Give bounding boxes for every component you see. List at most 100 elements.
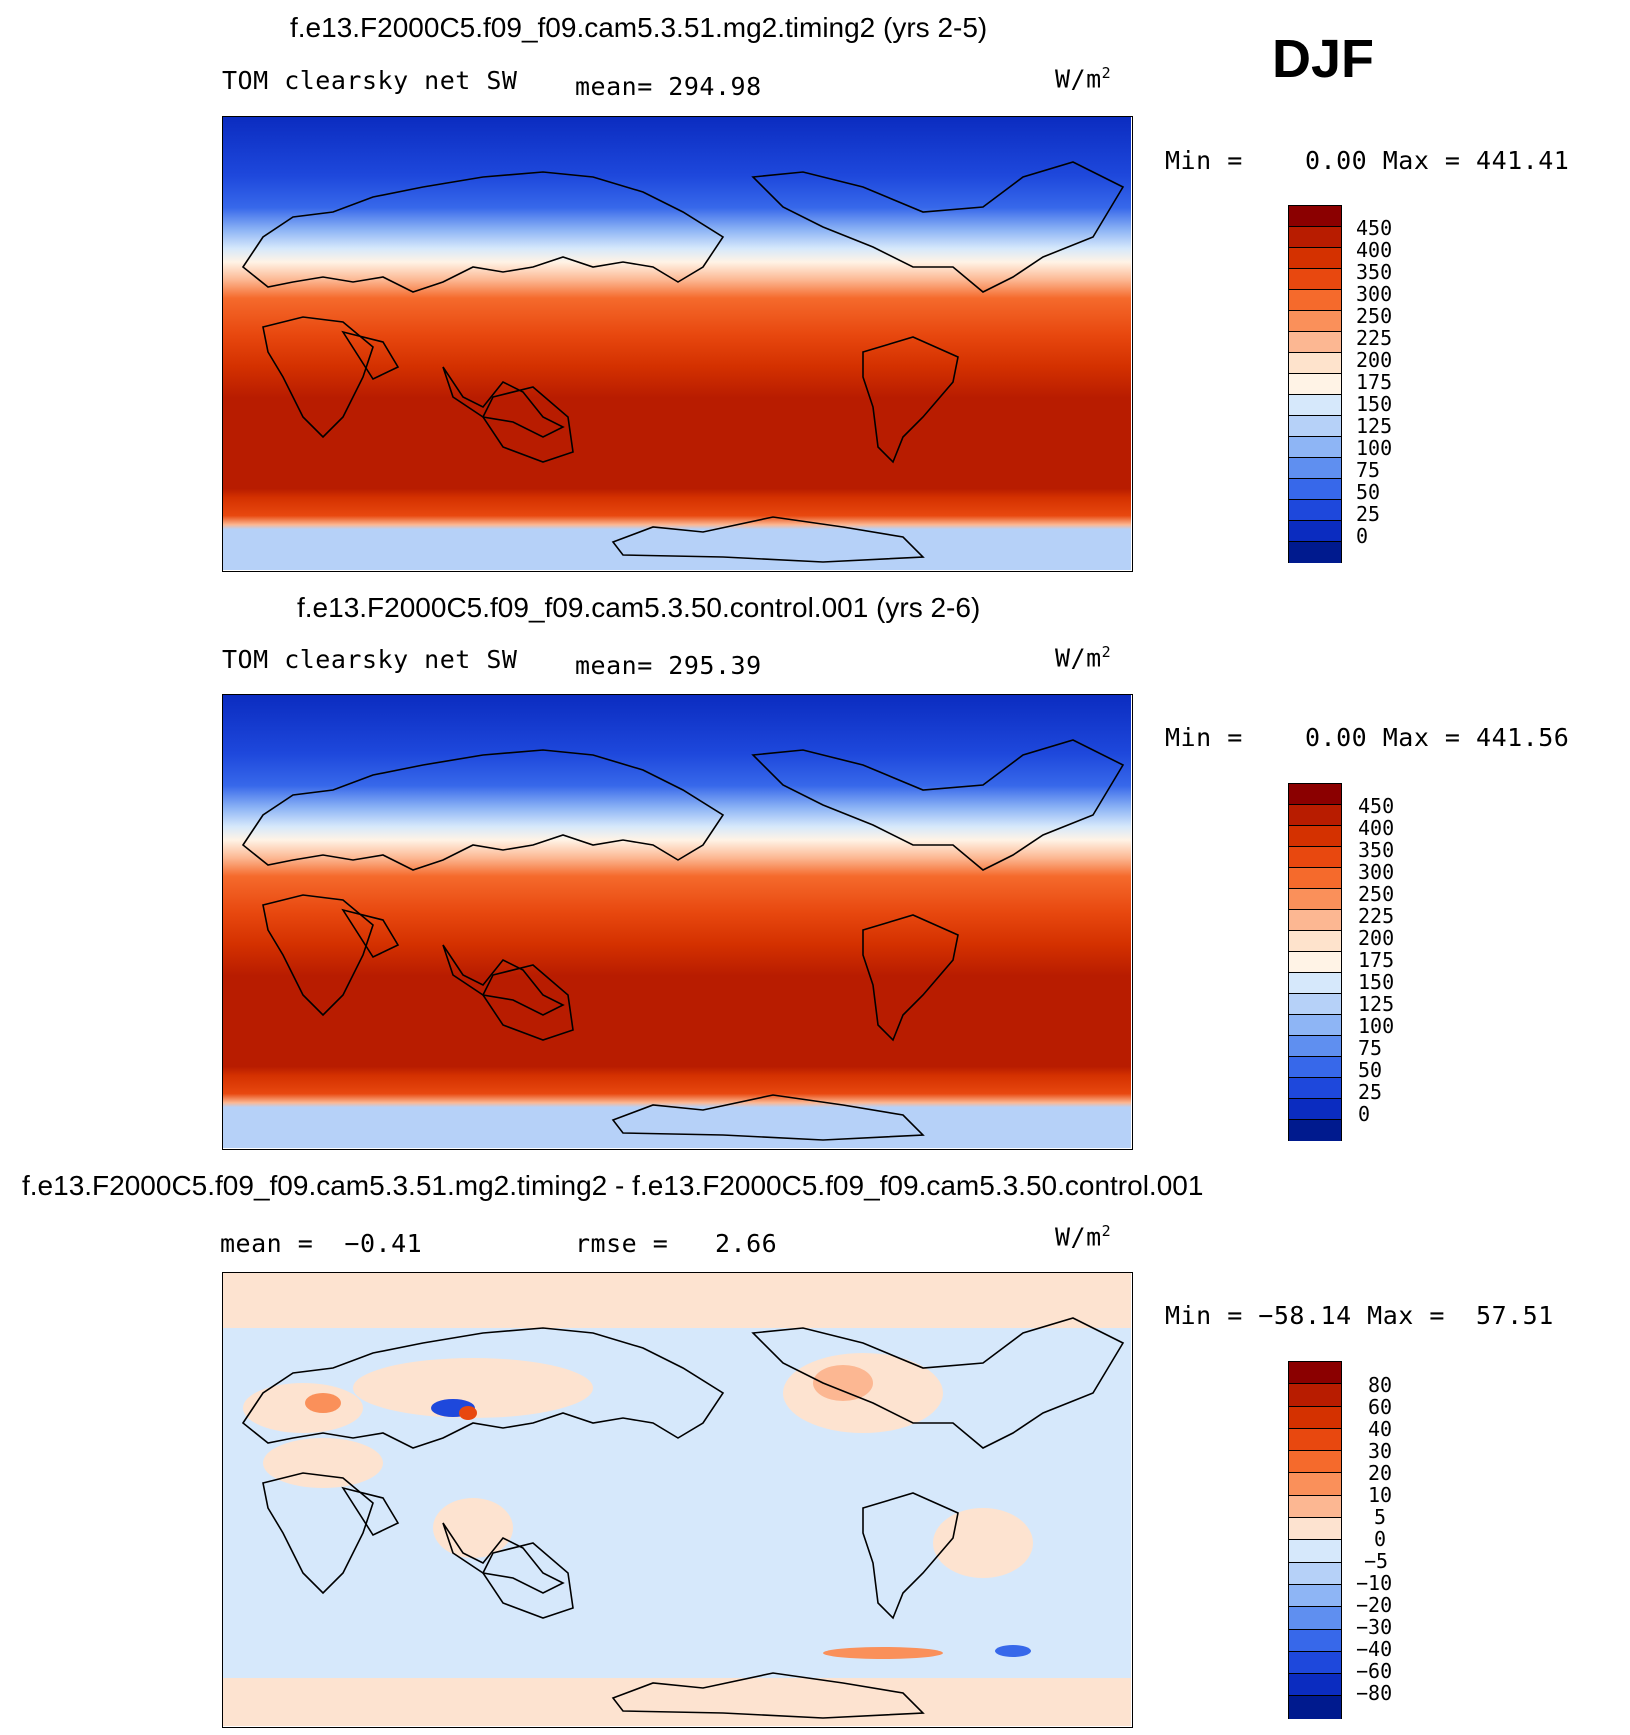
colorbar-tick-label: −80 bbox=[1356, 1681, 1393, 1705]
colorbar-swatch bbox=[1289, 1651, 1341, 1675]
colorbar-tick-label: −10 bbox=[1356, 1571, 1393, 1595]
colorbar-tick-label: 450 bbox=[1356, 216, 1393, 240]
panel2-units-label: W/m2 bbox=[1055, 643, 1112, 673]
colorbar-tick-label: 225 bbox=[1358, 904, 1395, 928]
panel2-colorbar bbox=[1288, 783, 1342, 1141]
colorbar-swatch bbox=[1289, 910, 1341, 931]
colorbar-tick-label: 75 bbox=[1358, 1036, 1383, 1060]
panel1-map-svg bbox=[223, 117, 1131, 570]
colorbar-swatch bbox=[1289, 994, 1341, 1015]
panel3-map bbox=[222, 1272, 1133, 1728]
panel1-variable-label: TOM clearsky net SW bbox=[222, 66, 518, 95]
colorbar-swatch bbox=[1289, 784, 1341, 805]
colorbar-tick-label: 350 bbox=[1356, 260, 1393, 284]
colorbar-swatch bbox=[1289, 500, 1341, 521]
panel1-coastlines bbox=[241, 161, 1125, 563]
colorbar-tick-label: 80 bbox=[1368, 1373, 1393, 1397]
panel1-title: f.e13.F2000C5.f09_f09.cam5.3.51.mg2.timi… bbox=[290, 12, 988, 43]
colorbar-tick-label: 10 bbox=[1368, 1483, 1393, 1507]
colorbar-swatch bbox=[1289, 973, 1341, 994]
panel3-colorbar-ticks: 80 60 40 30 20 10 5 0 −5 −10 −20 −30 −40… bbox=[1356, 1373, 1446, 1713]
panel2-map bbox=[222, 694, 1133, 1150]
colorbar-tick-label: 150 bbox=[1356, 392, 1393, 416]
colorbar-tick-label: 0 bbox=[1356, 524, 1369, 548]
colorbar-tick-label: 175 bbox=[1356, 370, 1393, 394]
colorbar-swatch bbox=[1289, 332, 1341, 353]
colorbar-swatch bbox=[1289, 395, 1341, 416]
panel1-mean-label: mean= 294.98 bbox=[575, 72, 762, 101]
colorbar-tick-label: 300 bbox=[1356, 282, 1393, 306]
colorbar-tick-label: 100 bbox=[1356, 436, 1393, 460]
colorbar-swatch bbox=[1289, 353, 1341, 374]
colorbar-tick-label: 0 bbox=[1358, 1102, 1371, 1126]
colorbar-tick-label: 125 bbox=[1356, 414, 1393, 438]
colorbar-tick-label: 400 bbox=[1358, 816, 1395, 840]
panel2-coastlines bbox=[241, 739, 1125, 1141]
colorbar-tick-label: 50 bbox=[1358, 1058, 1383, 1082]
colorbar-swatch bbox=[1289, 248, 1341, 269]
colorbar-tick-label: 175 bbox=[1358, 948, 1395, 972]
panel3-rmse-label: rmse = 2.66 bbox=[575, 1229, 778, 1258]
panel2-title: f.e13.F2000C5.f09_f09.cam5.3.50.control.… bbox=[297, 592, 981, 623]
colorbar-tick-label: 50 bbox=[1356, 480, 1381, 504]
colorbar-swatch bbox=[1289, 1629, 1341, 1652]
colorbar-swatch bbox=[1289, 290, 1341, 311]
colorbar-swatch bbox=[1289, 416, 1341, 437]
colorbar-swatch bbox=[1289, 1540, 1341, 1563]
colorbar-swatch bbox=[1289, 1518, 1341, 1541]
colorbar-swatch bbox=[1289, 521, 1341, 542]
colorbar-swatch bbox=[1289, 479, 1341, 500]
colorbar-tick-label: 25 bbox=[1358, 1080, 1383, 1104]
colorbar-swatch bbox=[1289, 1406, 1341, 1429]
colorbar-tick-label: 30 bbox=[1368, 1439, 1393, 1463]
colorbar-tick-label: 250 bbox=[1358, 882, 1395, 906]
colorbar-tick-label: 200 bbox=[1358, 926, 1395, 950]
colorbar-tick-label: 100 bbox=[1358, 1014, 1395, 1038]
panel2-colorbar-ticks: 450 400 350 300 250 225 200 175 150 125 … bbox=[1358, 794, 1438, 1134]
colorbar-swatch bbox=[1289, 1057, 1341, 1078]
colorbar-swatch bbox=[1289, 1078, 1341, 1099]
colorbar-tick-label: 300 bbox=[1358, 860, 1395, 884]
colorbar-swatch bbox=[1289, 437, 1341, 458]
colorbar-tick-label: 75 bbox=[1356, 458, 1381, 482]
colorbar-swatch bbox=[1289, 269, 1341, 290]
colorbar-swatch bbox=[1289, 868, 1341, 889]
colorbar-swatch bbox=[1289, 1696, 1341, 1719]
panel2-mean-label: mean= 295.39 bbox=[575, 651, 762, 680]
colorbar-tick-label: 450 bbox=[1358, 794, 1395, 818]
panel2-minmax-label: Min = 0.00 Max = 441.56 bbox=[1165, 723, 1570, 752]
colorbar-swatch bbox=[1289, 931, 1341, 952]
colorbar-tick-label: 0 bbox=[1374, 1527, 1387, 1551]
colorbar-swatch bbox=[1289, 889, 1341, 910]
colorbar-swatch bbox=[1289, 1099, 1341, 1120]
colorbar-swatch bbox=[1289, 1015, 1341, 1036]
panel1-map bbox=[222, 116, 1133, 572]
colorbar-swatch bbox=[1289, 311, 1341, 332]
colorbar-tick-label: 150 bbox=[1358, 970, 1395, 994]
colorbar-tick-label: 25 bbox=[1356, 502, 1381, 526]
colorbar-tick-label: 20 bbox=[1368, 1461, 1393, 1485]
panel3-units-label: W/m2 bbox=[1055, 1222, 1112, 1252]
colorbar-swatch bbox=[1289, 1120, 1341, 1141]
colorbar-tick-label: −5 bbox=[1364, 1549, 1389, 1573]
colorbar-swatch bbox=[1289, 374, 1341, 395]
colorbar-tick-label: −40 bbox=[1356, 1637, 1393, 1661]
colorbar-swatch bbox=[1289, 1473, 1341, 1496]
panel2-variable-label: TOM clearsky net SW bbox=[222, 645, 518, 674]
colorbar-swatch bbox=[1289, 458, 1341, 479]
colorbar-swatch bbox=[1289, 1451, 1341, 1474]
colorbar-tick-label: 125 bbox=[1358, 992, 1395, 1016]
panel3-coastlines bbox=[241, 1317, 1125, 1719]
panel3-colorbar bbox=[1288, 1361, 1342, 1719]
colorbar-tick-label: 225 bbox=[1356, 326, 1393, 350]
colorbar-swatch bbox=[1289, 227, 1341, 248]
panel3-title: f.e13.F2000C5.f09_f09.cam5.3.51.mg2.timi… bbox=[22, 1170, 1204, 1201]
colorbar-tick-label: −60 bbox=[1356, 1659, 1393, 1683]
colorbar-swatch bbox=[1289, 1495, 1341, 1519]
colorbar-tick-label: 40 bbox=[1368, 1417, 1393, 1441]
colorbar-tick-label: 5 bbox=[1374, 1505, 1387, 1529]
colorbar-swatch bbox=[1289, 847, 1341, 868]
colorbar-swatch bbox=[1289, 1362, 1341, 1385]
colorbar-tick-label: 200 bbox=[1356, 348, 1393, 372]
panel3-mean-label: mean = −0.41 bbox=[220, 1229, 423, 1258]
